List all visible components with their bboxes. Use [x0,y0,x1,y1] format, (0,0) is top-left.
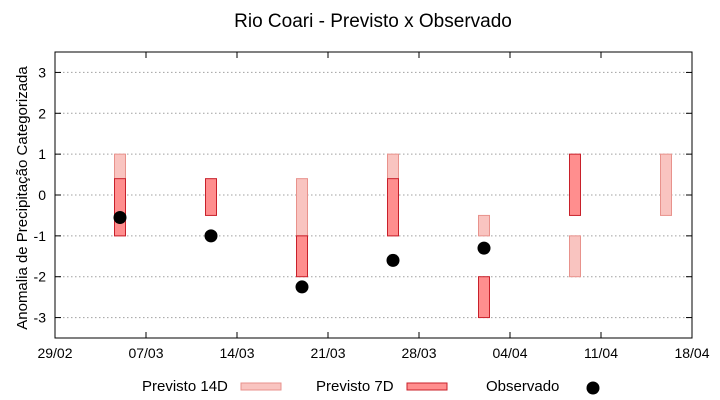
legend: Previsto 14D Previsto 7D Observado [142,378,600,395]
x-tick-label: 29/02 [37,345,72,361]
previsto-14d-bar [478,214,490,237]
x-tick-label: 11/04 [584,345,618,361]
previsto-7d-bar [478,276,490,319]
previsto-7d-bar [387,178,399,237]
previsto-14d-bar [660,153,672,216]
previsto-7d-series [114,153,581,319]
previsto-7d-bar [296,235,308,278]
legend-label: Previsto 14D [142,378,228,395]
observado-point [204,229,218,243]
observado-point [386,253,400,267]
x-tick-label: 07/03 [128,345,163,361]
y-tick-label: 0 [38,187,46,203]
x-tick-label: 18/04 [674,345,709,361]
legend-label: Observado [486,378,559,395]
chart-title: Rio Coari - Previsto x Observado [234,11,512,32]
previsto-14d-bar [569,235,581,278]
y-tick-label: -3 [34,310,47,326]
y-tick-label: -2 [34,269,47,285]
legend-swatch [406,382,448,391]
observado-series [113,210,491,294]
x-tick-label: 21/03 [310,345,345,361]
legend-label: Previsto 7D [316,378,394,395]
observado-point [113,210,127,224]
legend-swatch [586,381,600,395]
grid-lines [55,71,692,319]
previsto-7d-bar [569,153,581,216]
previsto-7d-bar [114,178,126,237]
axis-ticks: -3 -2 -1 0 1 2 3 29/02 07/03 14/03 21/03 28/03 04/04… [34,52,710,361]
previsto-7d-bar [205,178,217,216]
y-tick-label: 3 [38,64,46,80]
observado-point [295,280,309,294]
y-axis-title: Anomalia de Precipitação Categorizada [14,66,31,330]
y-tick-label: -1 [34,228,47,244]
previsto-14d-bar [296,178,308,237]
observado-point [477,241,491,255]
x-tick-label: 14/03 [219,345,254,361]
y-tick-label: 1 [38,146,46,162]
y-tick-label: 2 [38,105,46,121]
x-tick-label: 28/03 [401,345,436,361]
legend-swatch [240,382,282,391]
x-tick-label: 04/04 [492,345,527,361]
